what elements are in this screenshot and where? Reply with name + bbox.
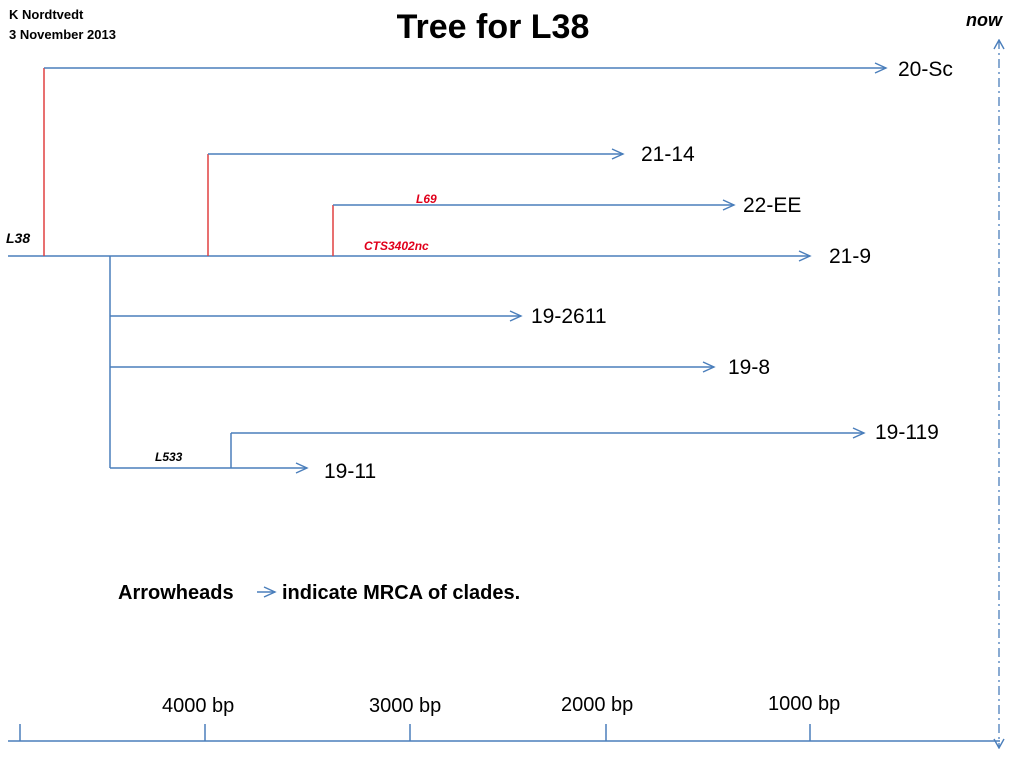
date-label: 3 November 2013: [9, 27, 116, 42]
leaf-label-19-119: 19-119: [875, 421, 939, 444]
leaf-label-20sc: 20-Sc: [898, 58, 953, 81]
timeline-label-3000: 3000 bp: [369, 695, 442, 717]
leaf-label-19-8: 19-8: [728, 356, 771, 379]
timeline-label-1000: 1000 bp: [768, 693, 841, 715]
leaf-label-19-11: 19-11: [324, 460, 377, 483]
leaf-label-21-14: 21-14: [641, 143, 695, 166]
leaf-label-21-9: 21-9: [829, 245, 872, 268]
leaf-label-22ee: 22-EE: [743, 194, 802, 217]
snp-label-l533: L533: [155, 450, 183, 464]
root-label-l38: L38: [6, 230, 31, 246]
timeline-label-4000: 4000 bp: [162, 695, 235, 717]
leaf-label-19-2611: 19-2611: [531, 305, 607, 328]
legend-prefix: Arrowheads: [118, 582, 234, 604]
snp-label-cts3402nc: CTS3402nc: [364, 239, 429, 253]
page-title: Tree for L38: [396, 8, 590, 46]
now-label: now: [966, 10, 1002, 30]
timeline-label-2000: 2000 bp: [561, 694, 634, 716]
author-label: K Nordtvedt: [9, 7, 84, 22]
legend-suffix: indicate MRCA of clades.: [282, 582, 521, 604]
snp-label-l69: L69: [416, 192, 437, 206]
